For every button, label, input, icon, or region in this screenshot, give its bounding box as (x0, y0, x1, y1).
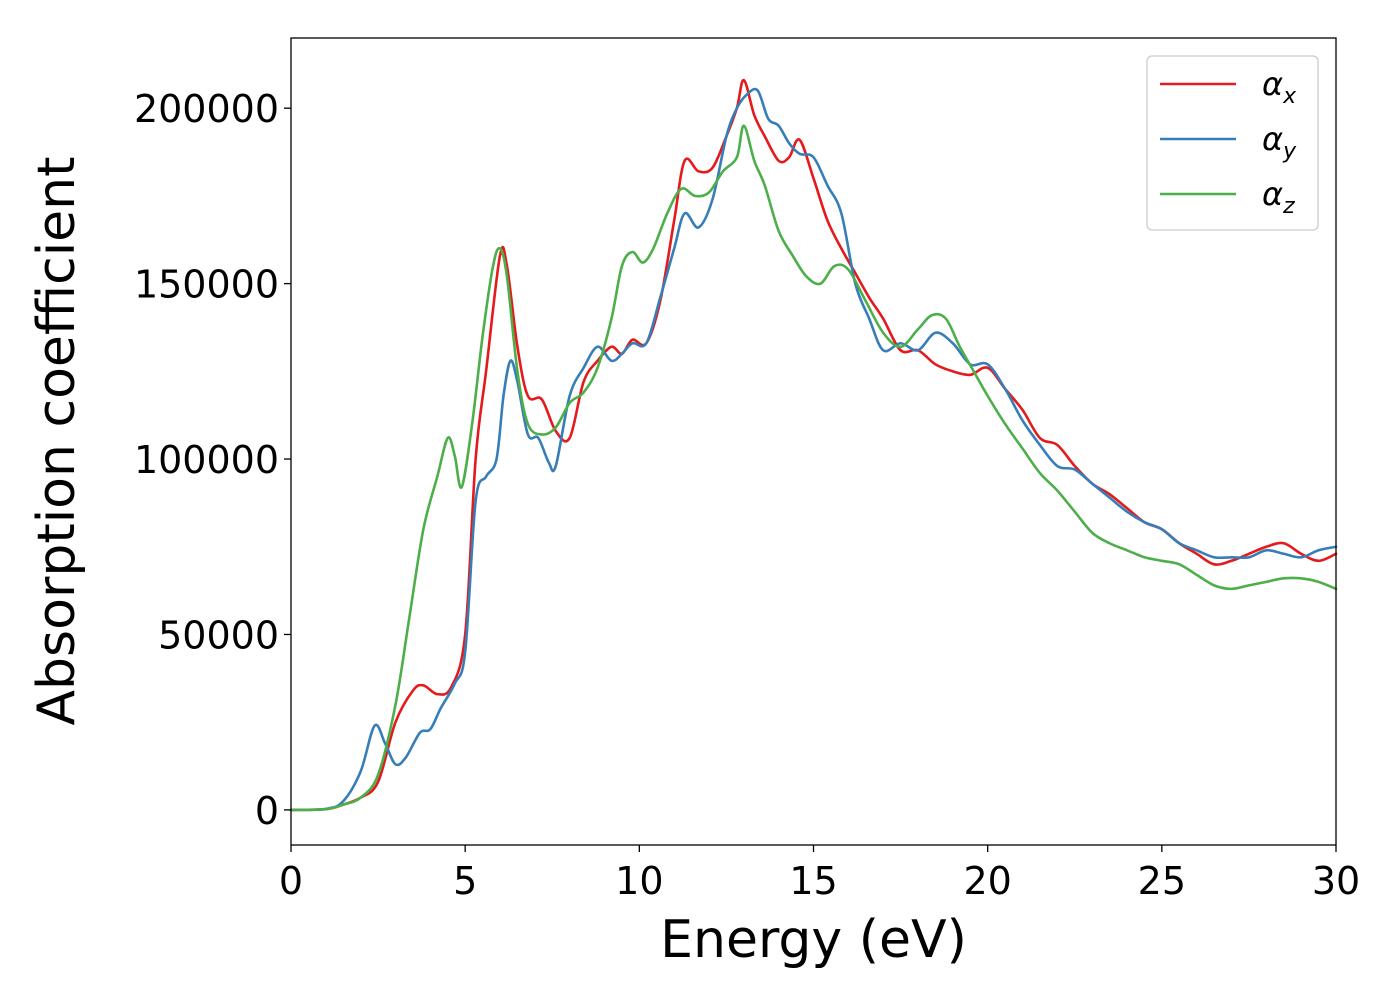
y-tick-label: 0 (255, 789, 279, 833)
legend-label-alpha-y: αy (1262, 120, 1297, 164)
x-tick-label: 25 (1138, 859, 1186, 903)
y-axis-ticks: 0 50000 100000 150000 200000 (134, 87, 291, 833)
x-tick-label: 0 (279, 859, 303, 903)
x-tick-label: 5 (453, 859, 477, 903)
x-tick-label: 15 (789, 859, 837, 903)
y-tick-label: 200000 (134, 87, 279, 131)
x-axis-title: Energy (eV) (660, 910, 967, 970)
legend: αx αy αz (1146, 55, 1319, 231)
x-axis-ticks: 0 5 10 15 20 25 30 (279, 845, 1360, 903)
y-tick-label: 150000 (134, 263, 279, 307)
series-line-alpha-y (289, 87, 1338, 812)
legend-label-alpha-z: αz (1262, 175, 1295, 219)
x-tick-label: 30 (1312, 859, 1360, 903)
x-tick-label: 20 (963, 859, 1011, 903)
y-axis-title: Absorption coefficient (27, 156, 87, 725)
legend-box (1146, 55, 1319, 231)
legend-label-alpha-x: αx (1262, 65, 1297, 109)
y-tick-label: 50000 (158, 613, 279, 657)
y-tick-label: 100000 (134, 438, 279, 482)
series-line-alpha-z (289, 124, 1338, 812)
series-line-alpha-x (289, 78, 1338, 812)
series-layer (289, 78, 1338, 812)
x-tick-label: 10 (615, 859, 663, 903)
